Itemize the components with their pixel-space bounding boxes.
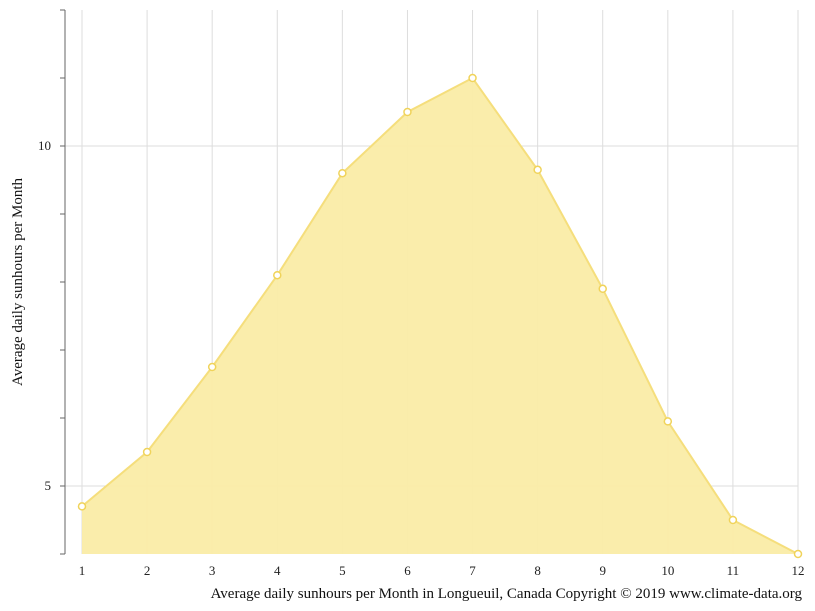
x-tick-label: 8 — [534, 563, 541, 578]
x-tick-label: 2 — [144, 563, 151, 578]
x-tick-label: 3 — [209, 563, 216, 578]
x-tick-label: 1 — [79, 563, 86, 578]
sunhours-area-fill — [82, 78, 798, 554]
x-tick-label: 4 — [274, 563, 281, 578]
x-tick-label: 12 — [792, 563, 805, 578]
x-tick-label: 9 — [599, 563, 606, 578]
y-tick-label: 5 — [45, 478, 52, 493]
data-point — [273, 270, 282, 280]
data-point — [207, 362, 217, 372]
x-tick-label: 7 — [469, 563, 476, 578]
data-point — [728, 515, 738, 525]
x-tick-label: 5 — [339, 563, 346, 578]
data-point — [663, 417, 673, 426]
data-point — [793, 549, 803, 559]
x-tick-label: 6 — [404, 563, 411, 578]
x-tick-label: 11 — [727, 563, 740, 578]
x-axis-tick-labels: 1 2 3 4 5 6 7 8 9 10 11 12 — [79, 563, 805, 578]
data-point — [77, 502, 87, 511]
data-point — [403, 107, 412, 117]
y-tick-label: 10 — [38, 138, 51, 153]
y-axis-label: Average daily sunhours per Month — [10, 178, 26, 387]
data-point — [598, 284, 607, 294]
data-point — [338, 168, 347, 178]
chart-caption: Average daily sunhours per Month in Long… — [211, 586, 803, 602]
data-point — [468, 73, 477, 83]
data-points — [77, 73, 803, 559]
data-point — [533, 165, 542, 175]
x-tick-label: 10 — [661, 563, 674, 578]
data-point — [142, 447, 152, 457]
y-axis-ticks: 5 10 — [38, 9, 65, 555]
sunhours-series-line — [81, 76, 799, 555]
